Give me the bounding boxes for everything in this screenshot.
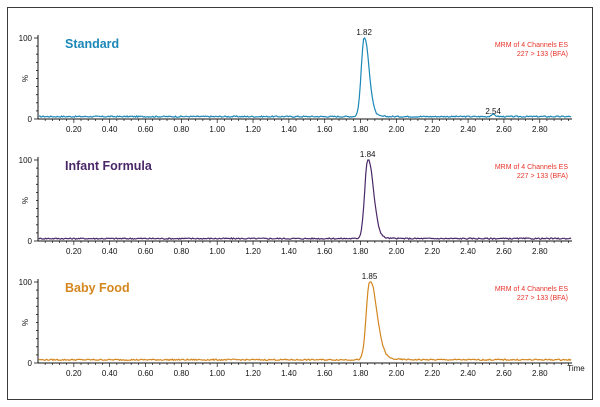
x-tick-label: 1.20 [245, 125, 261, 134]
x-tick-label: 2.80 [532, 247, 548, 256]
chromatogram-figure: 100 0% 0.20 0.40 0.60 0.80 1.00 1.20 1.40 1.60 1.8… [19, 28, 586, 378]
x-tick-label: 0.20 [66, 125, 82, 134]
x-tick-label: 1.40 [281, 125, 297, 134]
panel-title: Infant Formula [65, 159, 153, 173]
x-tick-label: 2.60 [496, 125, 512, 134]
x-tick-label: 2.80 [532, 125, 548, 134]
x-tick-label: 1.40 [281, 369, 297, 378]
x-tick-label: 2.00 [389, 125, 405, 134]
x-tick-label: 0.60 [138, 125, 154, 134]
x-tick-label: 2.20 [424, 247, 440, 256]
chromatogram-panel-1: 100 0% 0.20 0.40 0.60 0.80 1.00 1.20 1.40 1.60 1.8… [19, 28, 572, 134]
x-tick-label: 0.40 [102, 247, 118, 256]
x-tick-label: 0.80 [174, 247, 190, 256]
x-tick-label: 1.40 [281, 247, 297, 256]
chromatogram-panel-2: 100 0% 0.20 0.40 0.60 0.80 1.00 1.20 1.40 1.60 1.8… [19, 150, 572, 256]
channel-info: MRM of 4 Channels ES [495, 164, 568, 171]
channel-info: 227 > 133 (BFA) [517, 51, 568, 58]
x-tick-label: 2.40 [460, 125, 476, 134]
x-tick-label: 0.60 [138, 247, 154, 256]
y-axis-label: % [21, 319, 30, 326]
x-tick-label: 2.40 [460, 369, 476, 378]
x-tick-label: 2.80 [532, 369, 548, 378]
x-tick-label: 0.20 [66, 369, 82, 378]
x-tick-label: 2.40 [460, 247, 476, 256]
x-tick-label: 0.80 [174, 369, 190, 378]
x-tick-label: 1.60 [317, 247, 333, 256]
chromatogram-trace [38, 281, 572, 362]
y-tick-label: 0 [28, 115, 33, 124]
x-tick-label: 0.40 [102, 125, 118, 134]
chromatogram-trace [38, 159, 572, 241]
channel-info: 227 > 133 (BFA) [517, 295, 568, 302]
x-tick-label: 1.00 [209, 125, 225, 134]
x-tick-label: 0.40 [102, 369, 118, 378]
y-tick-label: 100 [19, 156, 33, 165]
x-tick-label: 0.20 [66, 247, 82, 256]
x-tick-label: 2.60 [496, 369, 512, 378]
y-axis-label: % [21, 75, 30, 82]
y-axis-label: % [21, 197, 30, 204]
x-tick-label: 1.20 [245, 369, 261, 378]
channel-info: MRM of 4 Channels ES [495, 42, 568, 49]
x-tick-label: 1.80 [353, 125, 369, 134]
panel-title: Standard [65, 37, 119, 51]
x-tick-label: 2.00 [389, 247, 405, 256]
x-tick-label: 1.80 [353, 247, 369, 256]
x-tick-label: 1.20 [245, 247, 261, 256]
channel-info: MRM of 4 Channels ES [495, 286, 568, 293]
x-tick-label: 0.80 [174, 125, 190, 134]
x-tick-label: 1.80 [353, 369, 369, 378]
y-tick-label: 100 [19, 34, 33, 43]
x-tick-label: 2.20 [424, 125, 440, 134]
y-tick-label: 0 [28, 359, 33, 368]
y-tick-label: 100 [19, 278, 33, 287]
peak-label: 1.84 [360, 150, 376, 159]
x-tick-label: 2.60 [496, 247, 512, 256]
chromatogram-trace [38, 37, 572, 119]
chromatogram-panel-3: 100 0% 0.20 0.40 0.60 0.80 1.00 1.20 1.40 1.60 1.8… [19, 272, 586, 378]
x-tick-label: 1.00 [209, 369, 225, 378]
figure-frame: 100 0% 0.20 0.40 0.60 0.80 1.00 1.20 1.40 1.60 1.8… [7, 7, 593, 400]
x-tick-label: 2.20 [424, 369, 440, 378]
minor-peak-label: 2.54 [485, 107, 501, 116]
y-tick-label: 0 [28, 237, 33, 246]
panel-title: Baby Food [65, 281, 130, 295]
x-axis-label: Time [567, 364, 585, 373]
x-tick-label: 1.60 [317, 125, 333, 134]
x-tick-label: 1.60 [317, 369, 333, 378]
peak-label: 1.85 [362, 272, 378, 281]
channel-info: 227 > 133 (BFA) [517, 173, 568, 180]
x-tick-label: 1.00 [209, 247, 225, 256]
peak-label: 1.82 [356, 28, 372, 37]
x-tick-label: 2.00 [389, 369, 405, 378]
x-tick-label: 0.60 [138, 369, 154, 378]
